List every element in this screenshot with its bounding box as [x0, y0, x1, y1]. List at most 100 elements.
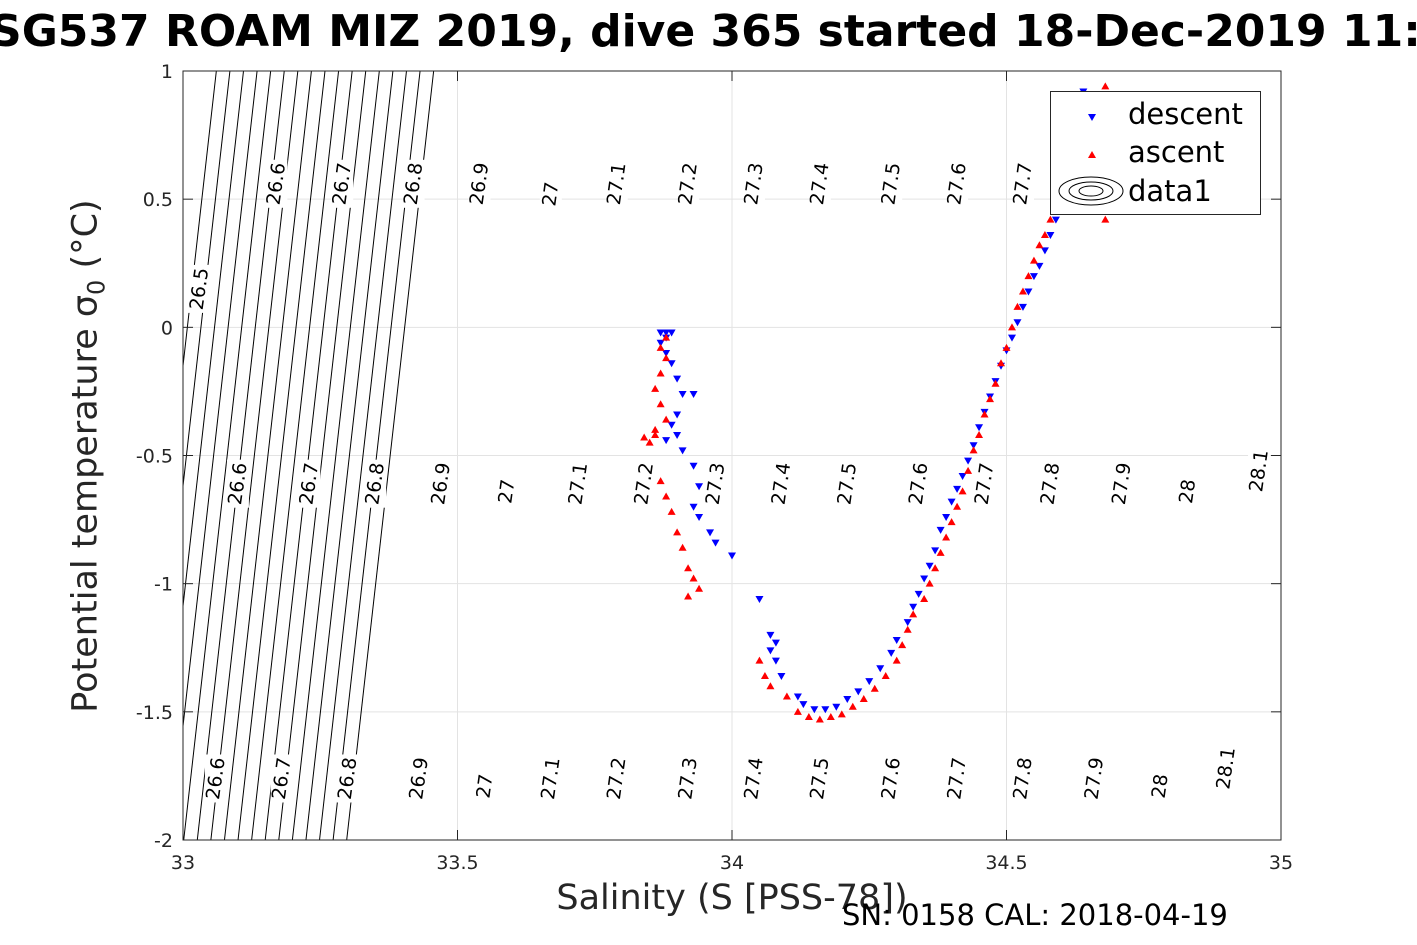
- y-axis-label-main: Potential temperature: [65, 317, 106, 713]
- descent-point: [920, 575, 929, 583]
- descent-point: [662, 437, 671, 445]
- ascent-point: [903, 625, 912, 633]
- ascent-point: [793, 707, 802, 715]
- ascent-point: [656, 343, 665, 351]
- triangle-down-marker-icon: [1088, 114, 1096, 121]
- descent-point: [947, 498, 956, 506]
- contour-label-bg: [1215, 744, 1238, 793]
- ascent-point: [766, 682, 775, 690]
- contour-label-bg: [907, 459, 930, 508]
- ascent-point: [1101, 82, 1110, 90]
- contour-label-bg: [204, 754, 227, 803]
- ascent-point: [925, 579, 934, 587]
- descent-point: [695, 514, 704, 522]
- y-axis-label: Potential temperature σ0 (°C): [66, 199, 111, 712]
- descent-point: [678, 447, 687, 455]
- contour-label-bg: [836, 459, 859, 508]
- ascent-point: [909, 610, 918, 618]
- ascent-point: [826, 712, 835, 720]
- descent-point: [689, 462, 698, 470]
- descent-point: [975, 424, 984, 432]
- descent-point: [667, 360, 676, 368]
- contour-line: [319, 71, 407, 840]
- contour-label-bg: [704, 459, 727, 508]
- contour-label: 27: [472, 773, 497, 800]
- descent-point: [766, 631, 775, 639]
- descent-point: [1007, 334, 1016, 342]
- contour-label-bg: [1110, 459, 1133, 508]
- contour-label-bg: [808, 754, 831, 803]
- ascent-point: [931, 564, 940, 572]
- contour-label-bg: [677, 159, 700, 208]
- ascent-point: [958, 487, 967, 495]
- descent-point: [706, 529, 715, 537]
- x-tick-label: 33: [171, 852, 195, 874]
- ascent-point: [991, 379, 1000, 387]
- descent-point: [799, 701, 808, 709]
- descent-point: [689, 390, 698, 398]
- contour-label-bg: [605, 754, 628, 803]
- ascent-point: [947, 518, 956, 526]
- ascent-point: [953, 502, 962, 510]
- descent-point: [662, 349, 671, 357]
- contour-label-bg: [770, 459, 793, 508]
- descent-point: [771, 657, 780, 665]
- legend-label-data1: data1: [1128, 174, 1212, 208]
- contour-label-bg: [364, 459, 387, 508]
- ascent-point: [1002, 343, 1011, 351]
- contour-label-bg: [946, 159, 969, 208]
- descent-point: [964, 457, 973, 465]
- y-tick-label: -0.5: [136, 446, 173, 468]
- descent-point: [667, 421, 676, 429]
- ascent-point: [684, 592, 693, 600]
- ascent-point: [870, 684, 879, 692]
- contour-label-bg: [1176, 467, 1199, 516]
- contour-label-bg: [605, 159, 628, 208]
- y-axis-label-unit: (°C): [65, 199, 106, 280]
- contour-label-bg: [402, 159, 425, 208]
- ascent-point: [837, 710, 846, 718]
- descent-point: [667, 329, 676, 337]
- contour-label-bg: [1083, 754, 1106, 803]
- ascent-point: [651, 384, 660, 392]
- contour-line: [183, 71, 217, 371]
- descent-point: [1035, 262, 1044, 270]
- contour-label: 28: [1175, 478, 1200, 505]
- contour-label-bg: [1149, 762, 1172, 811]
- descent-point: [958, 473, 967, 481]
- descent-point: [854, 688, 863, 696]
- contour-label-bg: [473, 762, 496, 811]
- descent-point: [832, 703, 841, 711]
- descent-point: [1046, 232, 1055, 240]
- y-tick-label: 0: [161, 317, 173, 339]
- descent-point: [1013, 319, 1022, 327]
- descent-point: [903, 619, 912, 627]
- ascent-point: [975, 430, 984, 438]
- descent-point: [678, 390, 687, 398]
- ascent-point: [804, 712, 813, 720]
- y-tick-label: -1: [154, 574, 173, 596]
- y-tick-label: -1.5: [136, 702, 173, 724]
- ascent-point: [684, 564, 693, 572]
- descent-point: [673, 411, 682, 419]
- descent-point: [1029, 273, 1038, 281]
- contour-label-bg: [880, 159, 903, 208]
- ascent-point: [656, 477, 665, 485]
- contour-label-bg: [742, 159, 765, 208]
- ascent-point: [662, 333, 671, 341]
- ascent-point: [662, 492, 671, 500]
- ascent-point: [1040, 231, 1049, 239]
- ascent-point: [898, 641, 907, 649]
- contour-line: [183, 71, 244, 611]
- contour-icon: [1058, 176, 1124, 206]
- descent-point: [925, 562, 934, 570]
- triangle-up-marker-icon: [1088, 151, 1096, 158]
- contour-line: [237, 71, 326, 840]
- ascent-point: [678, 543, 687, 551]
- ascent-point: [651, 425, 660, 433]
- descent-point: [914, 590, 923, 598]
- contour-label-bg: [742, 754, 765, 803]
- ascent-point: [892, 656, 901, 664]
- descent-point: [821, 706, 830, 714]
- descent-point: [711, 539, 720, 547]
